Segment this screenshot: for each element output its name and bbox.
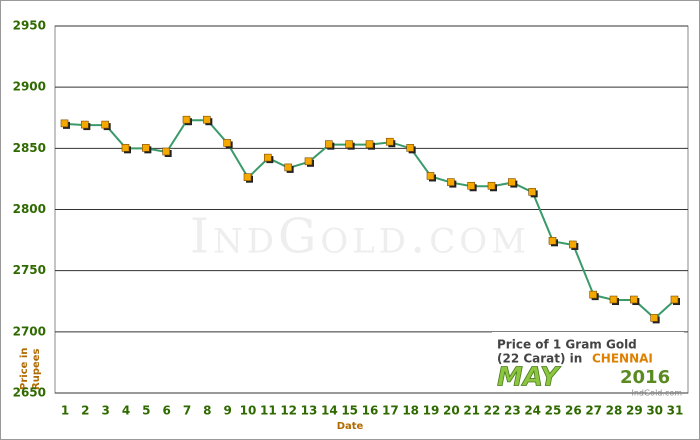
marker [60, 119, 69, 128]
marker [548, 237, 557, 245]
marker [142, 144, 150, 152]
x-tick-label: 22 [484, 404, 501, 418]
marker [203, 115, 211, 124]
y-tick-label: 2900 [13, 80, 46, 94]
x-tick-label: 8 [203, 404, 211, 418]
x-tick-label: 15 [341, 404, 358, 418]
y-tick-label: 2850 [13, 141, 46, 155]
x-axis-label: Date [337, 421, 364, 432]
marker [243, 173, 252, 181]
x-tick-label: 4 [122, 404, 130, 418]
badge-year: 2016 [620, 367, 670, 388]
x-tick-label: 1 [61, 404, 69, 418]
x-tick-label: 16 [362, 404, 379, 418]
badge-bg [492, 332, 684, 390]
marker [426, 172, 435, 180]
x-tick-label: 24 [524, 404, 541, 418]
y-tick-label: 2750 [13, 263, 46, 277]
badge-line2: (22 Carat) in [497, 352, 582, 366]
marker [365, 140, 374, 148]
marker [386, 137, 394, 146]
marker [304, 157, 313, 166]
x-tick-label: 25 [545, 404, 562, 418]
watermark: IndGold.com [190, 209, 530, 265]
x-tick-label: 27 [585, 404, 602, 418]
x-tick-label: 9 [223, 404, 231, 418]
marker [182, 115, 191, 124]
marker [487, 181, 496, 190]
marker [467, 181, 475, 190]
x-tick-label: 12 [280, 404, 297, 418]
x-tick-label: 7 [183, 404, 191, 418]
badge-month: MAY [497, 363, 562, 393]
y-tick-label: 2800 [13, 202, 46, 216]
marker [447, 178, 455, 186]
marker [121, 144, 130, 152]
x-tick-label: 28 [606, 404, 623, 418]
x-tick-label: 20 [443, 404, 460, 418]
marker [508, 178, 516, 186]
x-tick-label: 26 [565, 404, 582, 418]
marker [528, 188, 536, 196]
badge-line1: Price of 1 Gram Gold [497, 338, 637, 352]
x-tick-label: 11 [260, 404, 277, 418]
x-tick-label: 21 [463, 404, 480, 418]
marker [609, 295, 618, 304]
x-tick-label: 23 [504, 404, 521, 418]
x-tick-label: 17 [382, 404, 399, 418]
x-tick-label: 5 [142, 404, 150, 418]
y-axis-label: Rupees [31, 348, 42, 390]
x-tick-label: 29 [626, 404, 643, 418]
y-axis-label: Price in [19, 348, 30, 390]
x-tick-label: 31 [667, 404, 684, 418]
x-tick-label: 13 [301, 404, 318, 418]
marker [569, 240, 577, 249]
marker [223, 139, 231, 147]
x-tick-label: 10 [240, 404, 257, 418]
marker [345, 140, 353, 148]
x-tick-label: 30 [646, 404, 663, 418]
marker [650, 314, 658, 322]
marker [284, 163, 292, 172]
y-tick-label: 2700 [13, 324, 46, 338]
marker [589, 290, 597, 299]
marker [630, 295, 638, 304]
x-tick-label: 19 [423, 404, 440, 418]
x-tick-label: 6 [162, 404, 170, 418]
x-tick-label: 2 [81, 404, 89, 418]
marker [101, 120, 109, 129]
x-tick-label: 3 [101, 404, 109, 418]
marker [264, 153, 272, 162]
x-tick-label: 18 [402, 404, 419, 418]
badge-city: CHENNAI [592, 352, 653, 366]
marker [670, 295, 679, 304]
y-tick-label: 2950 [13, 19, 46, 33]
x-tick-label: 14 [321, 404, 338, 418]
marker [81, 120, 89, 129]
marker [325, 140, 333, 148]
y-tick-label: 2650 [13, 386, 46, 400]
marker [162, 147, 170, 156]
badge-site: IndGold.com [631, 389, 682, 398]
marker [406, 144, 414, 152]
